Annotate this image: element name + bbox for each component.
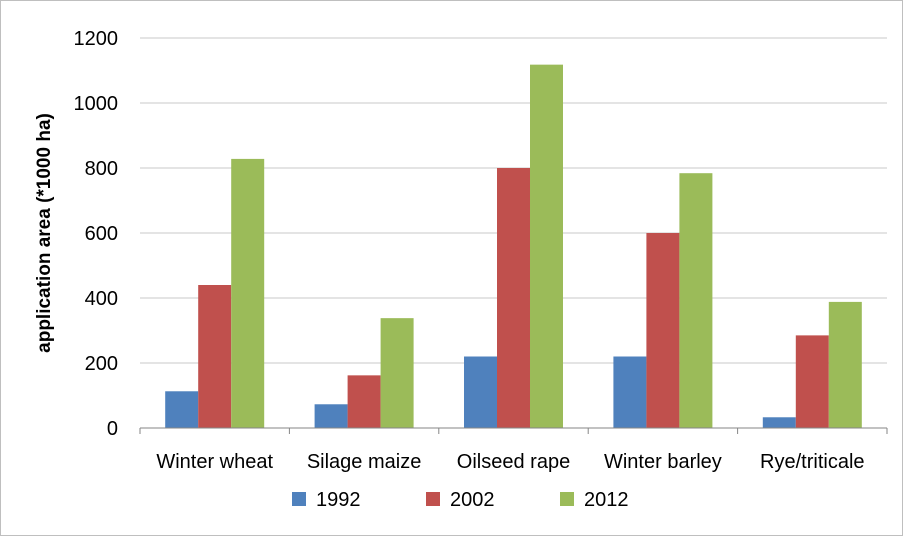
- y-axis-ticks: 0 200 400 600 800 1000 1200: [74, 28, 119, 440]
- x-axis-ticks: Winter wheat Silage maize Oilseed rape Wint…: [139, 428, 888, 473]
- legend-label-2002: 2002: [450, 489, 495, 511]
- y-tick-label: 800: [85, 158, 118, 180]
- bar-1992-2: [464, 356, 497, 428]
- bar-1992-1: [314, 404, 348, 428]
- bar-2012-0: [231, 158, 265, 428]
- x-tick-label: Oilseed rape: [457, 451, 570, 473]
- y-tick-label: 0: [107, 418, 118, 440]
- x-tick-label: Winter wheat: [156, 451, 273, 473]
- y-tick-label: 600: [85, 223, 118, 245]
- legend-swatch-1992: [292, 492, 306, 506]
- legend-label-2012: 2012: [584, 489, 629, 511]
- bar-2012-4: [828, 301, 862, 428]
- y-tick-label: 1200: [74, 28, 119, 50]
- bar-2002-0: [198, 285, 232, 428]
- legend-swatch-2012: [560, 492, 574, 506]
- x-tick-label: Winter barley: [604, 451, 722, 473]
- legend-label-1992: 1992: [316, 489, 361, 511]
- x-tick-label: Rye/triticale: [760, 451, 864, 473]
- legend-swatch-2002: [426, 492, 440, 506]
- y-axis-label: application area (*1000 ha): [34, 113, 55, 353]
- gridlines: [140, 37, 887, 364]
- bar-2012-3: [679, 173, 713, 428]
- y-tick-label: 1000: [74, 93, 119, 115]
- bar-2002-4: [795, 335, 829, 428]
- bar-1992-4: [762, 417, 796, 428]
- bar-2002-2: [497, 168, 530, 428]
- bar-2002-3: [646, 233, 680, 428]
- bar-2012-1: [380, 318, 414, 428]
- bar-1992-3: [613, 356, 647, 428]
- y-tick-label: 400: [85, 288, 118, 310]
- bar-2012-2: [530, 64, 563, 429]
- bars: [165, 64, 862, 429]
- x-tick-label: Silage maize: [307, 451, 422, 473]
- y-tick-label: 200: [85, 353, 118, 375]
- bar-2002-1: [347, 375, 381, 428]
- bar-1992-0: [165, 391, 199, 428]
- legend: 1992 2002 2012: [292, 489, 629, 511]
